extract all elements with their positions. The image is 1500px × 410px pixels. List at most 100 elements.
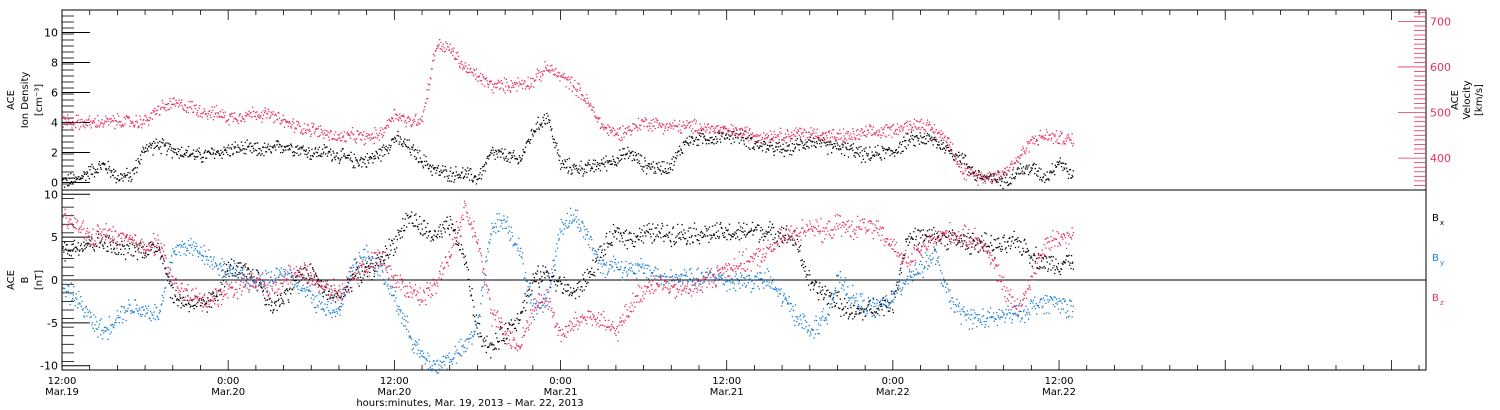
bx-series-point — [578, 295, 580, 298]
velocity-series-point — [832, 129, 835, 131]
velocity-series-point — [780, 132, 782, 134]
density-series-point — [942, 142, 944, 144]
density-series-point — [298, 148, 301, 150]
density-series-point — [121, 177, 123, 179]
density-series-point — [1051, 163, 1053, 165]
density-series-point — [419, 157, 421, 159]
velocity-series-point — [207, 118, 209, 120]
velocity-series-point — [480, 80, 483, 82]
bx-series-point — [955, 244, 957, 246]
bx-series-point — [388, 238, 390, 240]
bx-series-point — [429, 230, 431, 232]
velocity-series-point — [1047, 138, 1050, 140]
density-series-point — [1011, 173, 1013, 176]
bx-series-point — [222, 269, 224, 271]
velocity-series-point — [1071, 133, 1073, 135]
density-series-point — [734, 134, 736, 137]
density-series-point — [125, 174, 127, 176]
velocity-series-point — [267, 113, 269, 115]
density-series-point — [658, 161, 660, 164]
velocity-series-point — [377, 134, 380, 137]
velocity-series-point — [596, 121, 598, 123]
bx-series-point — [394, 248, 396, 250]
velocity-series-point — [231, 115, 233, 118]
velocity-series-point — [285, 121, 287, 124]
bx-series-point — [217, 299, 219, 301]
bx-series-point — [994, 239, 997, 241]
velocity-series-point — [741, 127, 743, 129]
velocity-series-point — [388, 118, 390, 120]
velocity-series-point — [1067, 137, 1069, 139]
velocity-series-point — [300, 131, 302, 133]
bx-series-point — [366, 275, 368, 278]
density-series-point — [540, 125, 542, 127]
density-series-point — [257, 153, 259, 155]
density-series-point — [746, 138, 748, 140]
velocity-series-point — [736, 132, 738, 135]
velocity-series-point — [325, 134, 327, 136]
bx-series-point — [292, 279, 294, 281]
velocity-series-point — [492, 83, 494, 85]
bx-series-point — [752, 234, 754, 236]
density-series-point — [397, 130, 399, 133]
bx-series-point — [788, 237, 790, 240]
y-tick-label: 6 — [51, 87, 58, 100]
velocity-series-point — [866, 133, 868, 136]
bx-series-point — [754, 226, 757, 229]
density-series — [62, 112, 1074, 190]
velocity-series-point — [535, 79, 537, 81]
density-series-point — [809, 139, 811, 141]
velocity-series-point — [505, 85, 507, 88]
density-series-point — [740, 132, 742, 134]
velocity-series-point — [153, 111, 155, 113]
velocity-series-point — [312, 125, 314, 127]
velocity-series-point — [984, 175, 986, 177]
velocity-series-point — [712, 130, 714, 133]
velocity-series-point — [179, 104, 181, 106]
bx-series-point — [440, 230, 442, 232]
bx-series-point — [353, 273, 355, 275]
density-series-point — [503, 159, 506, 161]
density-series-point — [602, 163, 604, 165]
density-series-point — [243, 152, 245, 155]
bx-series-point — [528, 288, 530, 290]
density-series-point — [103, 164, 106, 166]
bx-series-point — [690, 236, 693, 238]
density-series-point — [112, 174, 114, 177]
velocity-series-point — [1035, 140, 1037, 142]
density-series-point — [290, 144, 292, 146]
bx-series-point — [186, 304, 188, 306]
density-series-point — [635, 153, 638, 156]
velocity-series-point — [366, 132, 368, 135]
density-series-point — [411, 146, 413, 148]
velocity-series-point — [196, 112, 198, 114]
velocity-series-point — [882, 128, 884, 131]
velocity-series-point — [275, 115, 277, 117]
velocity-series-point — [468, 71, 471, 73]
velocity-series-point — [207, 113, 210, 115]
density-series-point — [75, 178, 77, 181]
velocity-series-point — [65, 121, 67, 123]
density-series-point — [138, 160, 140, 162]
density-series-point — [340, 150, 342, 152]
density-series-point — [586, 164, 588, 166]
density-series-point — [585, 164, 587, 167]
density-series-point — [931, 136, 933, 138]
velocity-series-point — [855, 130, 858, 132]
bx-series-point — [193, 308, 195, 310]
bx-series-point — [627, 239, 630, 241]
velocity-series-point — [273, 114, 276, 116]
bx-series-point — [740, 237, 742, 240]
bx-series-point — [1067, 255, 1069, 257]
bx-series-point — [592, 274, 595, 276]
density-series-point — [764, 143, 766, 146]
bx-series-point — [571, 293, 573, 295]
bx-series-point — [75, 246, 77, 248]
velocity-series-point — [996, 171, 998, 173]
bx-series-point — [878, 309, 880, 311]
bx-series-point — [311, 277, 313, 279]
velocity-series-point — [885, 124, 887, 126]
density-series-point — [146, 148, 148, 150]
velocity-series-point — [538, 79, 540, 81]
density-series-point — [594, 163, 596, 165]
